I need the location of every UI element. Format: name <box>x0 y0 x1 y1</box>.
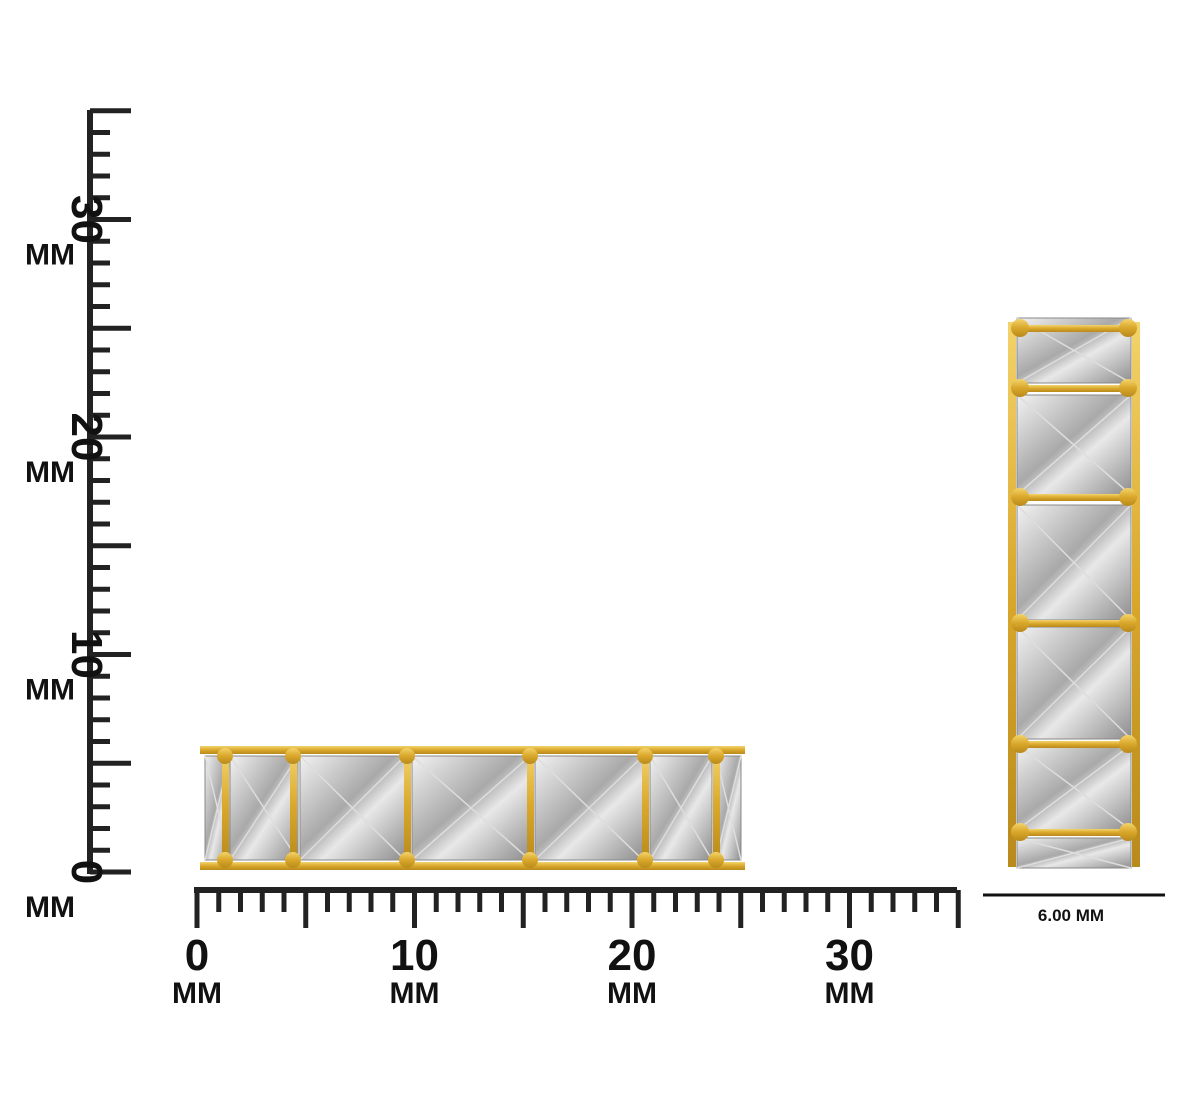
stone-facet <box>299 755 406 861</box>
stone-facet <box>1016 504 1132 621</box>
prong-tip <box>1011 379 1029 397</box>
prong-tip <box>399 852 415 868</box>
stone-facet <box>534 755 644 861</box>
prong <box>1018 741 1130 748</box>
prong-tip <box>285 748 301 764</box>
ruler-unit: MM <box>825 977 875 1010</box>
prong-tip <box>1011 735 1029 753</box>
prong-tip <box>1011 614 1029 632</box>
stone-facet <box>229 755 299 861</box>
prong-tip <box>399 748 415 764</box>
prong <box>222 752 229 862</box>
ruler-unit: MM <box>172 977 222 1010</box>
stone-facet <box>1016 394 1132 496</box>
prong-tip <box>637 852 653 868</box>
ruler-number: 10 <box>390 931 439 980</box>
ruler-number: 30 <box>825 931 874 980</box>
prong-tip <box>1119 488 1137 506</box>
prong-tip <box>217 748 233 764</box>
stone-facet <box>715 755 742 861</box>
prong-tip <box>217 852 233 868</box>
prong-tip <box>1011 319 1029 337</box>
band <box>1132 322 1140 867</box>
ruler-number: 0 <box>185 931 209 980</box>
prong-tip <box>1011 488 1029 506</box>
prong <box>642 752 649 862</box>
prong <box>1018 494 1130 501</box>
prong <box>1018 620 1130 627</box>
prong <box>713 752 720 862</box>
prong-tip <box>522 852 538 868</box>
ruler-unit: MM <box>25 891 75 924</box>
prong-tip <box>1011 823 1029 841</box>
width-scale: 6.00 MM <box>983 893 1165 925</box>
ruler-unit: MM <box>25 239 75 272</box>
prong <box>1018 385 1130 392</box>
prong-tip <box>1119 823 1137 841</box>
ring-front-view <box>1008 317 1140 869</box>
stone-facet <box>1016 626 1132 740</box>
prong-tip <box>1119 379 1137 397</box>
stone-facet <box>649 755 713 861</box>
ruler-number: 20 <box>608 931 657 980</box>
ruler-number: 0 <box>62 860 111 884</box>
prong <box>1018 325 1130 332</box>
band <box>200 862 745 870</box>
stone-facet <box>411 755 531 861</box>
ruler-unit: MM <box>607 977 657 1010</box>
prong-tip <box>1119 614 1137 632</box>
prong-tip <box>708 852 724 868</box>
prong <box>1018 829 1130 836</box>
ruler-number: 10 <box>62 630 111 679</box>
prong-tip <box>708 748 724 764</box>
stone-facet <box>1016 744 1132 831</box>
width-label: 6.00 MM <box>1038 906 1104 925</box>
band <box>1008 322 1016 867</box>
ruler-unit: MM <box>25 674 75 707</box>
prong-tip <box>285 852 301 868</box>
prong <box>290 752 297 862</box>
prong-tip <box>1119 319 1137 337</box>
stone-facet <box>1016 837 1132 869</box>
ruler-number: 20 <box>62 413 111 462</box>
prong-tip <box>637 748 653 764</box>
ruler-number: 30 <box>62 195 111 244</box>
ring-side-view <box>200 746 745 870</box>
ruler-unit: MM <box>390 977 440 1010</box>
prong-tip <box>522 748 538 764</box>
ruler-unit: MM <box>25 456 75 489</box>
prong <box>527 752 534 862</box>
prong-tip <box>1119 735 1137 753</box>
band <box>200 746 745 754</box>
prong <box>404 752 411 862</box>
